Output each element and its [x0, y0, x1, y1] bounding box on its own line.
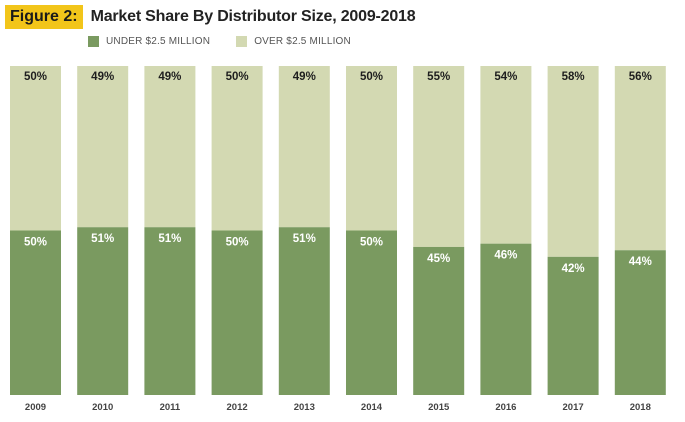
x-tick-label-2016: 2016: [495, 402, 516, 413]
bar-under-2014: [346, 230, 397, 395]
legend-label-over: OVER $2.5 MILLION: [254, 36, 351, 47]
bar-group-2009: 50% 50% 2009: [10, 66, 61, 413]
x-tick-label-2017: 2017: [563, 402, 584, 413]
bar-under-2017: [547, 256, 599, 395]
data-label-under-2017: 42%: [562, 263, 585, 275]
data-label-under-2010: 51%: [91, 233, 114, 245]
bar-group-2013: 49% 51% 2013: [278, 66, 330, 413]
bar-over-2014: [346, 66, 397, 231]
x-tick-label-2014: 2014: [361, 402, 383, 413]
bar-group-2012: 50% 50% 2012: [211, 66, 263, 413]
data-label-under-2014: 50%: [360, 237, 383, 249]
legend-swatch-over: [236, 36, 248, 47]
bar-group-2015: 55% 45% 2015: [413, 66, 465, 413]
bar-under-2018: [614, 250, 666, 395]
x-tick-label-2010: 2010: [92, 402, 113, 413]
figure-badge: Figure 2:: [5, 5, 83, 29]
bar-group-2017: 58% 42% 2017: [547, 66, 599, 413]
legend-item-over: OVER $2.5 MILLION: [236, 36, 351, 47]
data-label-under-2012: 50%: [226, 237, 249, 249]
data-label-over-2015: 55%: [427, 71, 450, 83]
bar-under-2012: [211, 230, 263, 395]
data-label-under-2011: 51%: [158, 233, 181, 245]
bar-over-2017: [547, 66, 599, 257]
data-label-under-2018: 44%: [629, 256, 652, 268]
legend-label-under: UNDER $2.5 MILLION: [106, 36, 211, 47]
data-label-under-2013: 51%: [293, 233, 316, 245]
x-tick-label-2013: 2013: [294, 402, 315, 413]
bar-group-2018: 56% 44% 2018: [614, 66, 666, 413]
data-label-over-2010: 49%: [91, 71, 114, 83]
data-label-under-2016: 46%: [494, 250, 517, 262]
bar-group-2016: 54% 46% 2016: [480, 66, 532, 413]
legend-item-under: UNDER $2.5 MILLION: [88, 36, 210, 47]
bar-over-2016: [480, 66, 532, 244]
bar-over-2013: [278, 66, 330, 228]
bar-over-2012: [211, 66, 263, 231]
x-tick-label-2018: 2018: [630, 402, 651, 413]
x-tick-label-2009: 2009: [25, 402, 46, 413]
legend: UNDER $2.5 MILLION OVER $2.5 MILLION: [88, 36, 377, 47]
bar-group-2011: 49% 51% 2011: [144, 66, 196, 413]
bar-over-2018: [614, 66, 666, 251]
bar-over-2015: [413, 66, 465, 247]
bar-over-2010: [77, 66, 129, 228]
bar-under-2011: [144, 227, 196, 395]
bar-over-2011: [144, 66, 196, 228]
bar-under-2009: [10, 230, 61, 395]
data-label-over-2013: 49%: [293, 71, 316, 83]
x-tick-label-2011: 2011: [160, 402, 181, 413]
data-label-under-2009: 50%: [24, 237, 47, 249]
bar-under-2016: [480, 243, 532, 395]
bar-under-2010: [77, 227, 129, 395]
data-label-under-2015: 45%: [427, 253, 450, 265]
data-label-over-2014: 50%: [360, 71, 383, 83]
chart-header: Figure 2: Market Share By Distributor Si…: [5, 4, 416, 30]
x-tick-label-2012: 2012: [227, 402, 248, 413]
chart-title: Market Share By Distributor Size, 2009-2…: [90, 8, 416, 25]
bar-under-2013: [278, 227, 330, 395]
bar-group-2014: 50% 50% 2014: [346, 66, 397, 413]
bar-over-2009: [10, 66, 61, 231]
data-label-over-2017: 58%: [562, 71, 585, 83]
bar-group-2010: 49% 51% 2010: [77, 66, 129, 413]
legend-swatch-under: [88, 36, 99, 47]
bar-under-2015: [413, 246, 465, 395]
x-tick-label-2015: 2015: [428, 402, 450, 413]
data-label-over-2016: 54%: [494, 71, 517, 83]
data-label-over-2018: 56%: [629, 71, 652, 83]
data-label-over-2012: 50%: [226, 71, 249, 83]
data-label-over-2011: 49%: [158, 71, 181, 83]
data-label-over-2009: 50%: [24, 71, 47, 83]
